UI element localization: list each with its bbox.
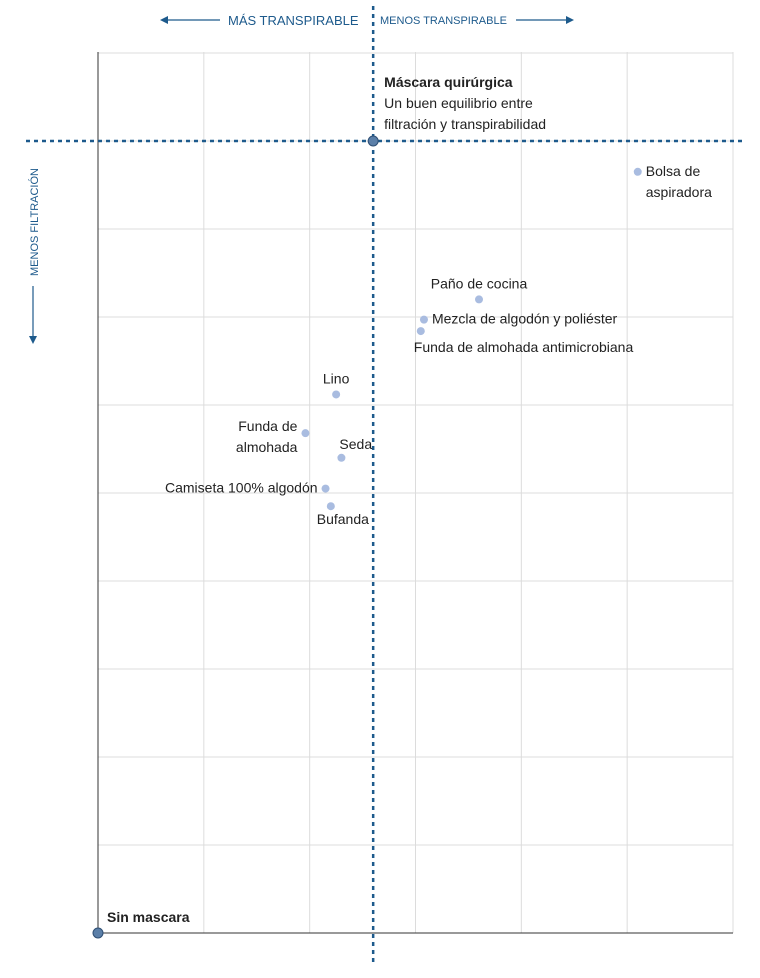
filtration-header: MENOS FILTRACIÓN <box>28 168 41 344</box>
origin-label: Sin mascara <box>107 909 190 925</box>
axes <box>97 52 733 934</box>
data-label: almohada <box>236 439 298 455</box>
grid <box>98 52 734 933</box>
left-arrow-icon <box>160 16 168 24</box>
less-breathable-label: MENOS TRANSPIRABLE <box>380 15 507 27</box>
more-breathable-label: MÁS TRANSPIRABLE <box>228 13 359 28</box>
data-labels: Bolsa de aspiradora Paño de cocina Mezcla d… <box>107 74 712 925</box>
data-label: aspiradora <box>646 184 712 200</box>
data-point <box>416 327 425 336</box>
reference-description: Un buen equilibrio entre <box>384 95 533 111</box>
breathability-header: MÁS TRANSPIRABLE MENOS TRANSPIRABLE <box>160 13 574 28</box>
data-label: Camiseta 100% algodón <box>165 480 318 496</box>
data-points <box>92 135 642 939</box>
data-label: Paño de cocina <box>431 275 528 291</box>
data-point <box>321 484 330 493</box>
data-label: Lino <box>323 370 350 386</box>
data-label: Seda <box>339 436 372 452</box>
reference-lines <box>26 6 746 962</box>
data-point <box>301 429 310 438</box>
less-filtration-label: MENOS FILTRACIÓN <box>28 168 41 276</box>
data-label: Bolsa de <box>646 163 701 179</box>
data-point <box>332 390 341 399</box>
data-point <box>337 453 346 462</box>
reference-description: filtración y transpirabilidad <box>384 116 546 132</box>
down-arrow-icon <box>29 336 37 344</box>
reference-point <box>367 135 379 147</box>
data-point <box>419 315 428 324</box>
origin-point <box>92 927 104 939</box>
right-arrow-icon <box>566 16 574 24</box>
data-label: Funda de <box>238 418 297 434</box>
data-point <box>475 295 483 304</box>
data-label: Bufanda <box>317 511 369 527</box>
data-point <box>326 502 335 511</box>
reference-title: Máscara quirúrgica <box>384 74 513 90</box>
data-point <box>633 167 642 176</box>
data-label: Funda de almohada antimicrobiana <box>414 339 634 355</box>
data-label: Mezcla de algodón y poliéster <box>432 311 618 327</box>
